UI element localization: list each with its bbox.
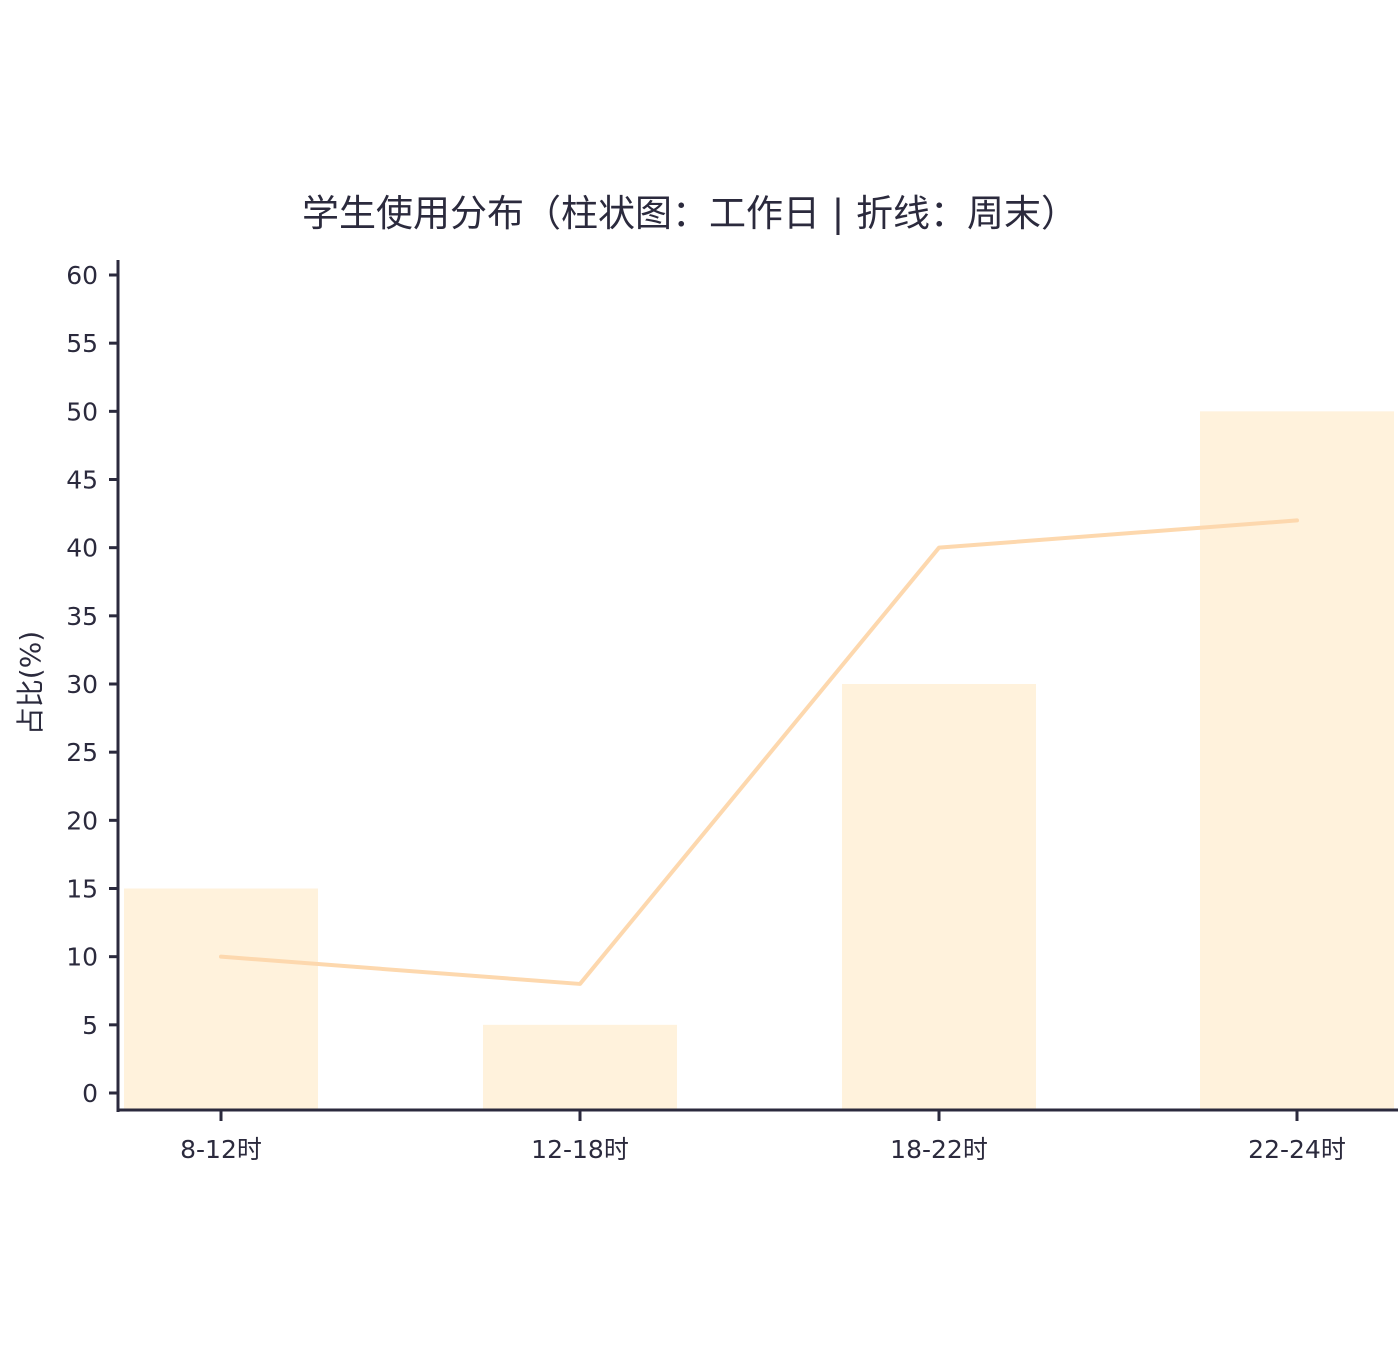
line-series-group [219,518,1299,986]
bar-18-22时 [842,684,1036,1110]
x-tick-label-8-12时: 8-12时 [180,1135,262,1164]
y-tick-label-50: 50 [66,397,98,426]
y-tick-label-45: 45 [66,466,98,495]
y-tick-label-0: 0 [82,1079,98,1108]
bar-series-group [124,411,1394,1110]
chart-title: 学生使用分布（柱状图：工作日 | 折线：周末） [302,192,1078,235]
y-tick-label-5: 5 [82,1011,98,1040]
x-tick-label-12-18时: 12-18时 [531,1135,629,1164]
y-tick-label-20: 20 [66,806,98,835]
axes-group: 0 5 10 15 20 25 30 35 40 45 50 55 60 8-12时 12-18时 18-22… [66,260,1398,1164]
bar-8-12时 [124,888,318,1110]
bar-12-18时 [483,1024,677,1110]
line-series [219,518,1299,986]
y-tick-label-55: 55 [66,329,98,358]
y-tick-label-30: 30 [66,670,98,699]
x-tick-label-18-22时: 18-22时 [890,1135,988,1164]
x-tick-label-22-24时: 22-24时 [1248,1135,1346,1164]
y-tick-label-15: 15 [66,875,98,904]
y-tick-label-10: 10 [66,943,98,972]
y-tick-label-25: 25 [66,738,98,767]
y-tick-label-40: 40 [66,534,98,563]
bar-22-24时 [1200,411,1394,1110]
y-tick-label-35: 35 [66,602,98,631]
y-axis-label: 占比(%) [14,631,47,735]
y-tick-label-60: 60 [66,261,98,290]
